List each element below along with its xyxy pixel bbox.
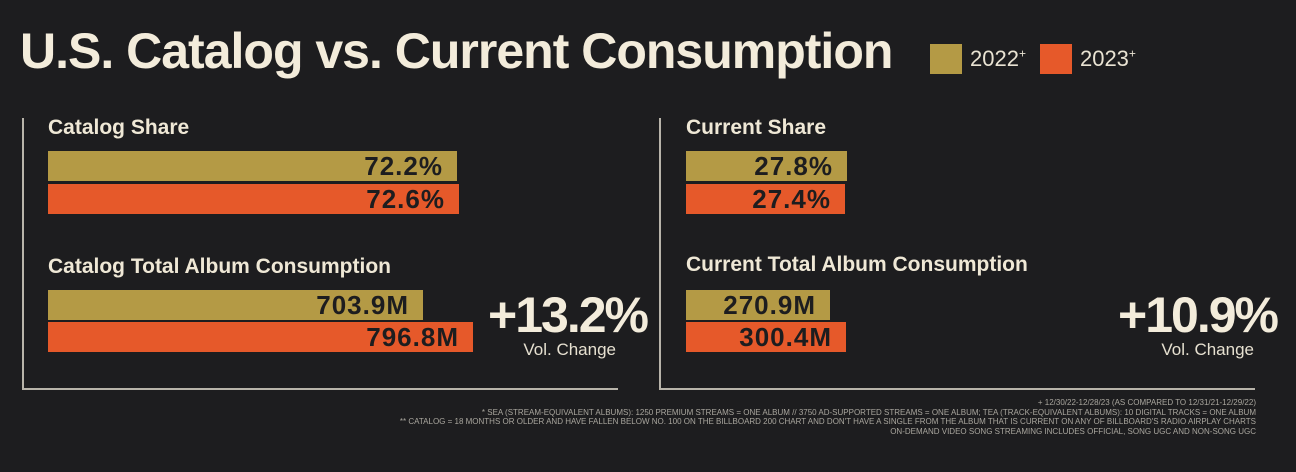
current-share-title: Current Share [686, 116, 827, 139]
catalog-vol-change-label: Vol. Change [523, 340, 616, 359]
legend-sup-2022: + [1018, 46, 1026, 61]
legend-swatch-2023 [1039, 44, 1072, 74]
footnote-period: + 12/30/22-12/28/23 (AS COMPARED TO 12/3… [1037, 398, 1256, 407]
legend-sup-2023: + [1128, 46, 1136, 61]
legend-item-2023: 2023+ [1039, 44, 1136, 74]
catalog-vol-change-value: +13.2% [488, 287, 649, 343]
current-vol-change-value: +10.9% [1118, 287, 1279, 343]
current-share-bar-2023: 27.4% [686, 184, 845, 214]
legend-swatch-2022 [930, 44, 962, 74]
catalog-share-title: Catalog Share [48, 116, 190, 139]
current-consumption-title: Current Total Album Consumption [686, 253, 1028, 276]
current-vol-change-label: Vol. Change [1161, 340, 1254, 359]
catalog-consumption-bar-2022: 703.9M [48, 290, 423, 320]
current-share-bar-2022: 27.8% [686, 151, 847, 181]
legend-label-2023: 2023 [1079, 46, 1129, 71]
page-title: U.S. Catalog vs. Current Consumption [20, 23, 893, 79]
current-vol-change: +10.9% Vol. Change [1118, 287, 1279, 360]
catalog-consumption-title: Catalog Total Album Consumption [48, 255, 391, 278]
footnotes: + 12/30/22-12/28/23 (AS COMPARED TO 12/3… [400, 398, 1256, 436]
catalog-share-bar-2023: 72.6% [48, 184, 459, 214]
catalog-panel-frame [22, 118, 618, 390]
catalog-share-bar-2022: 72.2% [48, 151, 457, 181]
legend-label-2022: 2022 [970, 46, 1019, 71]
current-consumption-bar-2022: 270.9M [686, 290, 830, 320]
catalog-consumption-bar-2023: 796.8M [48, 322, 473, 352]
current-consumption-bar-2023: 300.4M [686, 322, 846, 352]
footnote-sea-tea: * SEA (STREAM-EQUIVALENT ALBUMS): 1250 P… [481, 407, 1256, 417]
legend: 2022+ 2023+ [930, 44, 1150, 74]
catalog-vol-change: +13.2% Vol. Change [488, 287, 649, 360]
footnote-catalog-def: ** CATALOG = 18 MONTHS OR OLDER AND HAVE… [399, 417, 1256, 426]
legend-item-2022: 2022+ [930, 44, 1026, 74]
current-panel-frame [659, 118, 1255, 390]
footnote-video-streaming: ON-DEMAND VIDEO SONG STREAMING INCLUDES … [890, 426, 1256, 436]
